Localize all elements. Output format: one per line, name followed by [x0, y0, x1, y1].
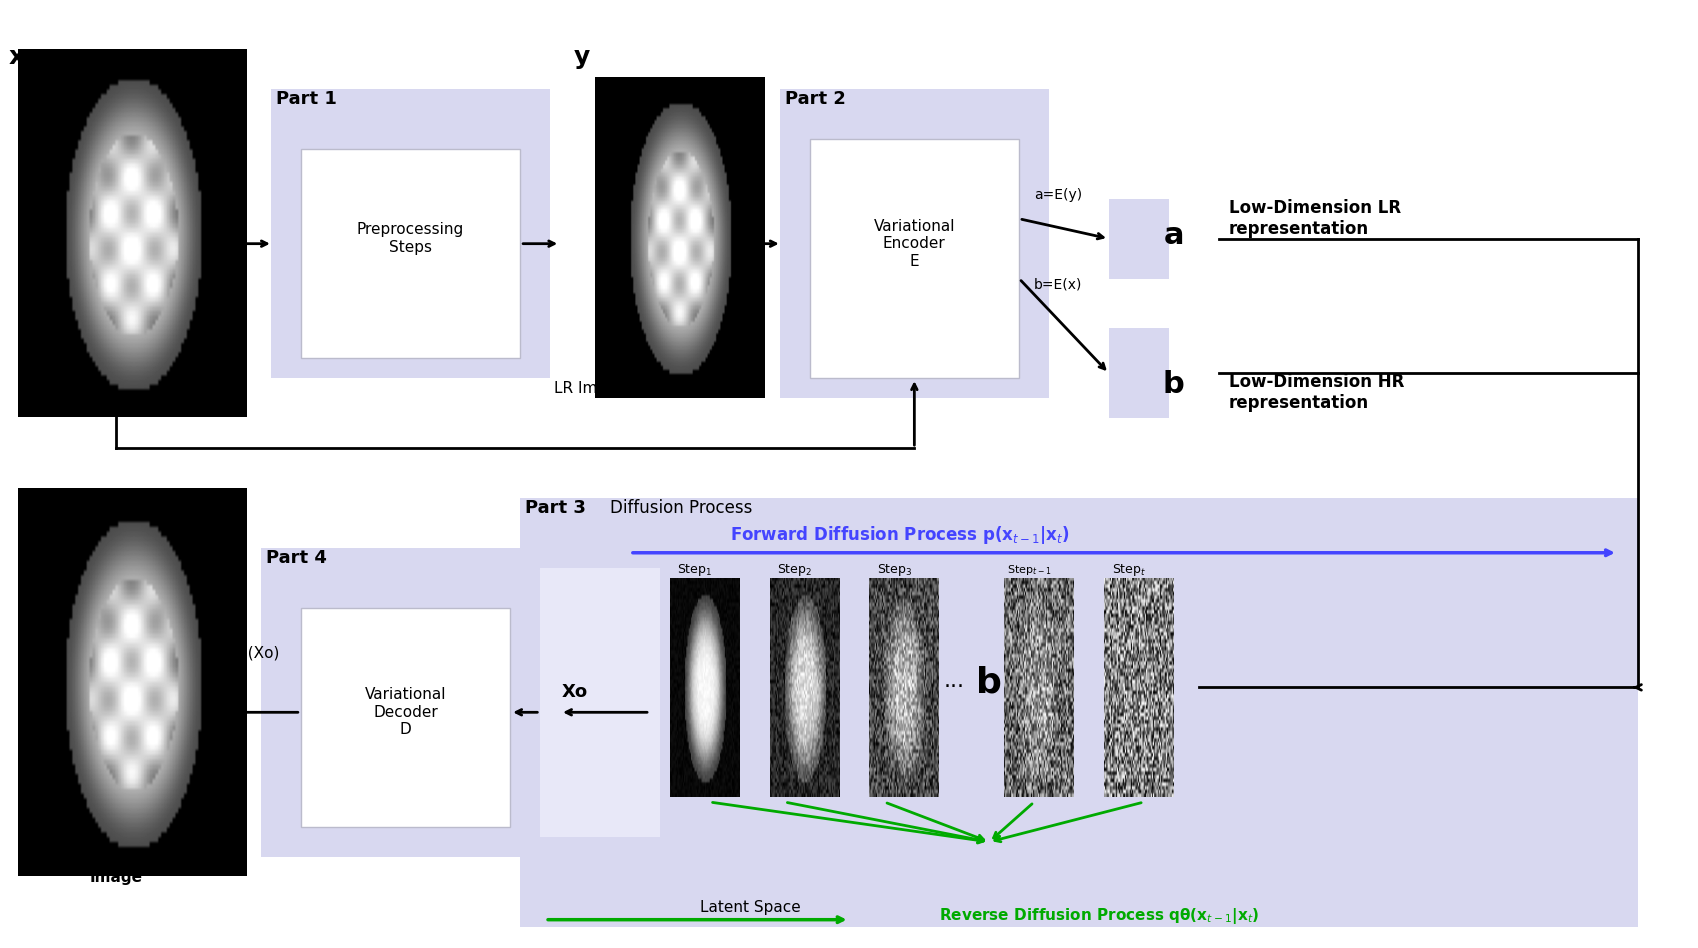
Text: Latent Space: Latent Space: [700, 900, 800, 915]
Text: Step$_3$: Step$_3$: [876, 562, 912, 577]
FancyBboxPatch shape: [261, 548, 560, 857]
Text: Part 4: Part 4: [265, 549, 326, 567]
Text: Low-Dimension HR
representation: Low-Dimension HR representation: [1228, 374, 1403, 412]
FancyBboxPatch shape: [301, 608, 509, 827]
Text: ...: ...: [942, 671, 964, 691]
Text: Preprocessing
Steps: Preprocessing Steps: [357, 223, 464, 255]
Text: Forward Diffusion Process p(x$_{t-1}$|x$_t$): Forward Diffusion Process p(x$_{t-1}$|x$…: [728, 524, 1068, 546]
Text: Step$_{t-1}$: Step$_{t-1}$: [1007, 563, 1051, 576]
Text: Low-Dimension LR
representation: Low-Dimension LR representation: [1228, 199, 1399, 238]
Text: a: a: [696, 583, 722, 621]
Text: a: a: [771, 583, 798, 621]
Text: x': x': [85, 489, 109, 513]
Text: Reverse Diffusion Process qθ(x$_{t-1}$|x$_t$): Reverse Diffusion Process qθ(x$_{t-1}$|x…: [939, 905, 1258, 925]
Text: Output
Image: Output Image: [87, 852, 146, 884]
Text: y: y: [574, 46, 589, 69]
Text: Xo: Xo: [562, 684, 588, 702]
FancyBboxPatch shape: [810, 139, 1019, 378]
Text: Variational
Encoder
E: Variational Encoder E: [873, 219, 954, 268]
Text: a: a: [873, 592, 895, 625]
FancyBboxPatch shape: [779, 89, 1048, 398]
Text: b=E(x): b=E(x): [1034, 278, 1082, 292]
FancyBboxPatch shape: [520, 498, 1637, 926]
Text: LR Image: LR Image: [554, 381, 625, 396]
Text: Part 2: Part 2: [784, 90, 846, 108]
Text: HR Image: HR Image: [75, 386, 158, 401]
Text: Step$_t$: Step$_t$: [1110, 562, 1146, 577]
FancyBboxPatch shape: [1109, 199, 1168, 279]
FancyBboxPatch shape: [270, 89, 550, 378]
Text: x: x: [8, 46, 24, 69]
FancyBboxPatch shape: [1109, 328, 1168, 418]
Text: b: b: [976, 665, 1002, 700]
Text: Part 1: Part 1: [275, 90, 336, 108]
Text: a=E(y): a=E(y): [1034, 188, 1082, 202]
Text: b: b: [1161, 371, 1184, 399]
Text: Variational
Decoder
D: Variational Decoder D: [365, 687, 447, 738]
FancyBboxPatch shape: [301, 149, 520, 358]
Text: Step$_1$: Step$_1$: [678, 562, 711, 577]
Text: Diffusion Process: Diffusion Process: [610, 499, 752, 517]
Text: a: a: [1163, 221, 1184, 249]
Text: Step$_2$: Step$_2$: [776, 562, 812, 577]
Text: x'=D(Xo): x'=D(Xo): [211, 646, 280, 661]
Text: Part 3: Part 3: [525, 499, 586, 517]
FancyBboxPatch shape: [540, 568, 659, 837]
